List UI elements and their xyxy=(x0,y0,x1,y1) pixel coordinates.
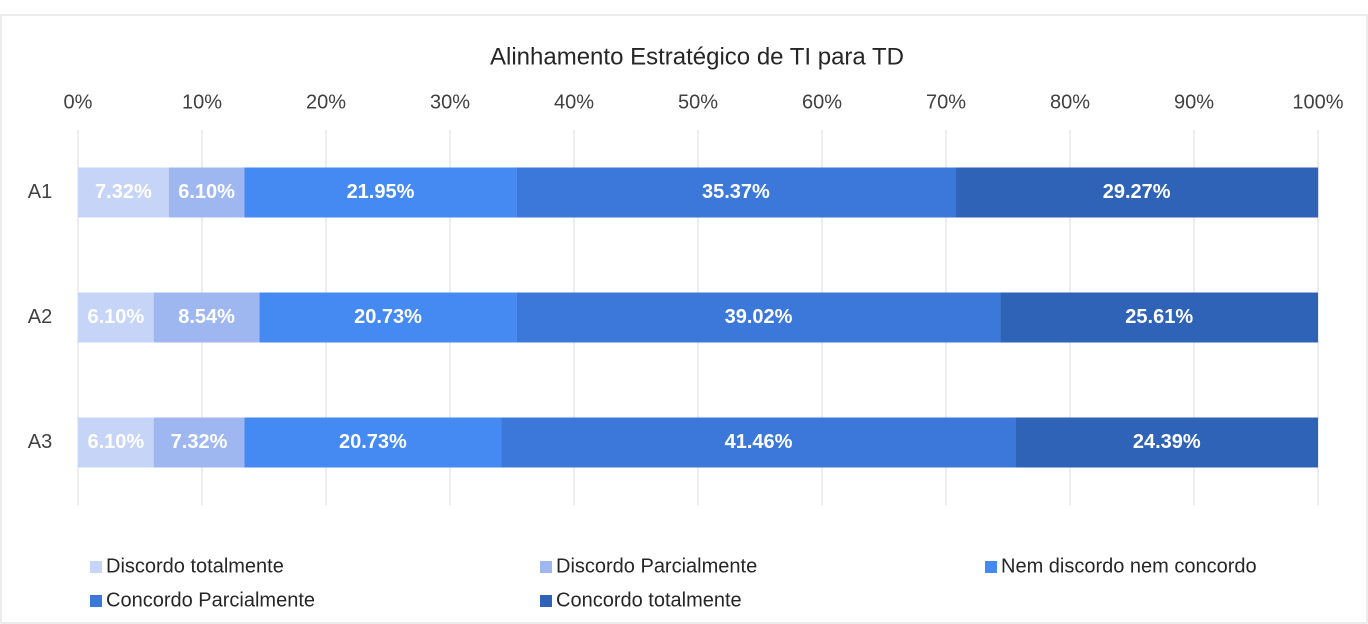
data-label: 6.10% xyxy=(87,306,144,328)
bar-segment xyxy=(501,417,1016,468)
data-label: 29.27% xyxy=(1103,181,1171,203)
x-tick-label: 40% xyxy=(554,91,594,113)
chart-title: Alinhamento Estratégico de TI para TD xyxy=(490,43,904,70)
x-tick-label: 80% xyxy=(1050,91,1090,113)
x-tick-label: 60% xyxy=(802,91,842,113)
legend-label: Concordo Parcialmente xyxy=(106,589,315,611)
legend-swatch xyxy=(540,595,552,607)
bar-segment xyxy=(259,292,517,343)
bar-segment xyxy=(78,292,154,343)
data-label: 6.10% xyxy=(87,431,144,453)
data-label: 20.73% xyxy=(354,306,422,328)
x-tick-label: 70% xyxy=(926,91,966,113)
x-tick-label: 50% xyxy=(678,91,718,113)
bar-segment xyxy=(955,167,1319,218)
data-label: 6.10% xyxy=(178,181,235,203)
data-label: 35.37% xyxy=(702,181,770,203)
bar-segment xyxy=(168,167,245,218)
legend-label: Concordo totalmente xyxy=(556,589,742,611)
data-label: 39.02% xyxy=(725,306,793,328)
bar-segment xyxy=(516,292,1001,343)
data-label: 25.61% xyxy=(1125,306,1193,328)
data-label: 7.32% xyxy=(171,431,228,453)
bar-segment xyxy=(78,417,154,468)
bar-segment xyxy=(244,417,502,468)
legend-swatch xyxy=(90,561,102,573)
x-tick-label: 100% xyxy=(1292,91,1343,113)
bar-segment xyxy=(1000,292,1318,343)
bar-segment xyxy=(78,167,169,218)
legend-swatch xyxy=(90,595,102,607)
legend-label: Discordo Parcialmente xyxy=(556,555,757,577)
legend-label: Nem discordo nem concordo xyxy=(1001,555,1257,577)
x-tick-label: 20% xyxy=(306,91,346,113)
bar-segment xyxy=(153,417,245,468)
data-label: 7.32% xyxy=(95,181,152,203)
legend-label: Discordo totalmente xyxy=(106,555,284,577)
x-tick-label: 30% xyxy=(430,91,470,113)
y-tick-label: A3 xyxy=(28,431,52,453)
data-label: 41.46% xyxy=(725,431,793,453)
legend-swatch xyxy=(540,561,552,573)
x-tick-label: 10% xyxy=(182,91,222,113)
data-label: 8.54% xyxy=(178,306,235,328)
legend-swatch xyxy=(985,561,997,573)
bar-segment xyxy=(244,167,517,218)
y-tick-label: A2 xyxy=(28,306,52,328)
x-tick-label: 0% xyxy=(64,91,93,113)
y-tick-label: A1 xyxy=(28,181,52,203)
bar-segment xyxy=(1015,417,1318,468)
data-label: 20.73% xyxy=(339,431,407,453)
data-label: 21.95% xyxy=(347,181,415,203)
bar-segment xyxy=(516,167,956,218)
data-label: 24.39% xyxy=(1133,431,1201,453)
bar-segment xyxy=(153,292,260,343)
x-tick-label: 90% xyxy=(1174,91,1214,113)
